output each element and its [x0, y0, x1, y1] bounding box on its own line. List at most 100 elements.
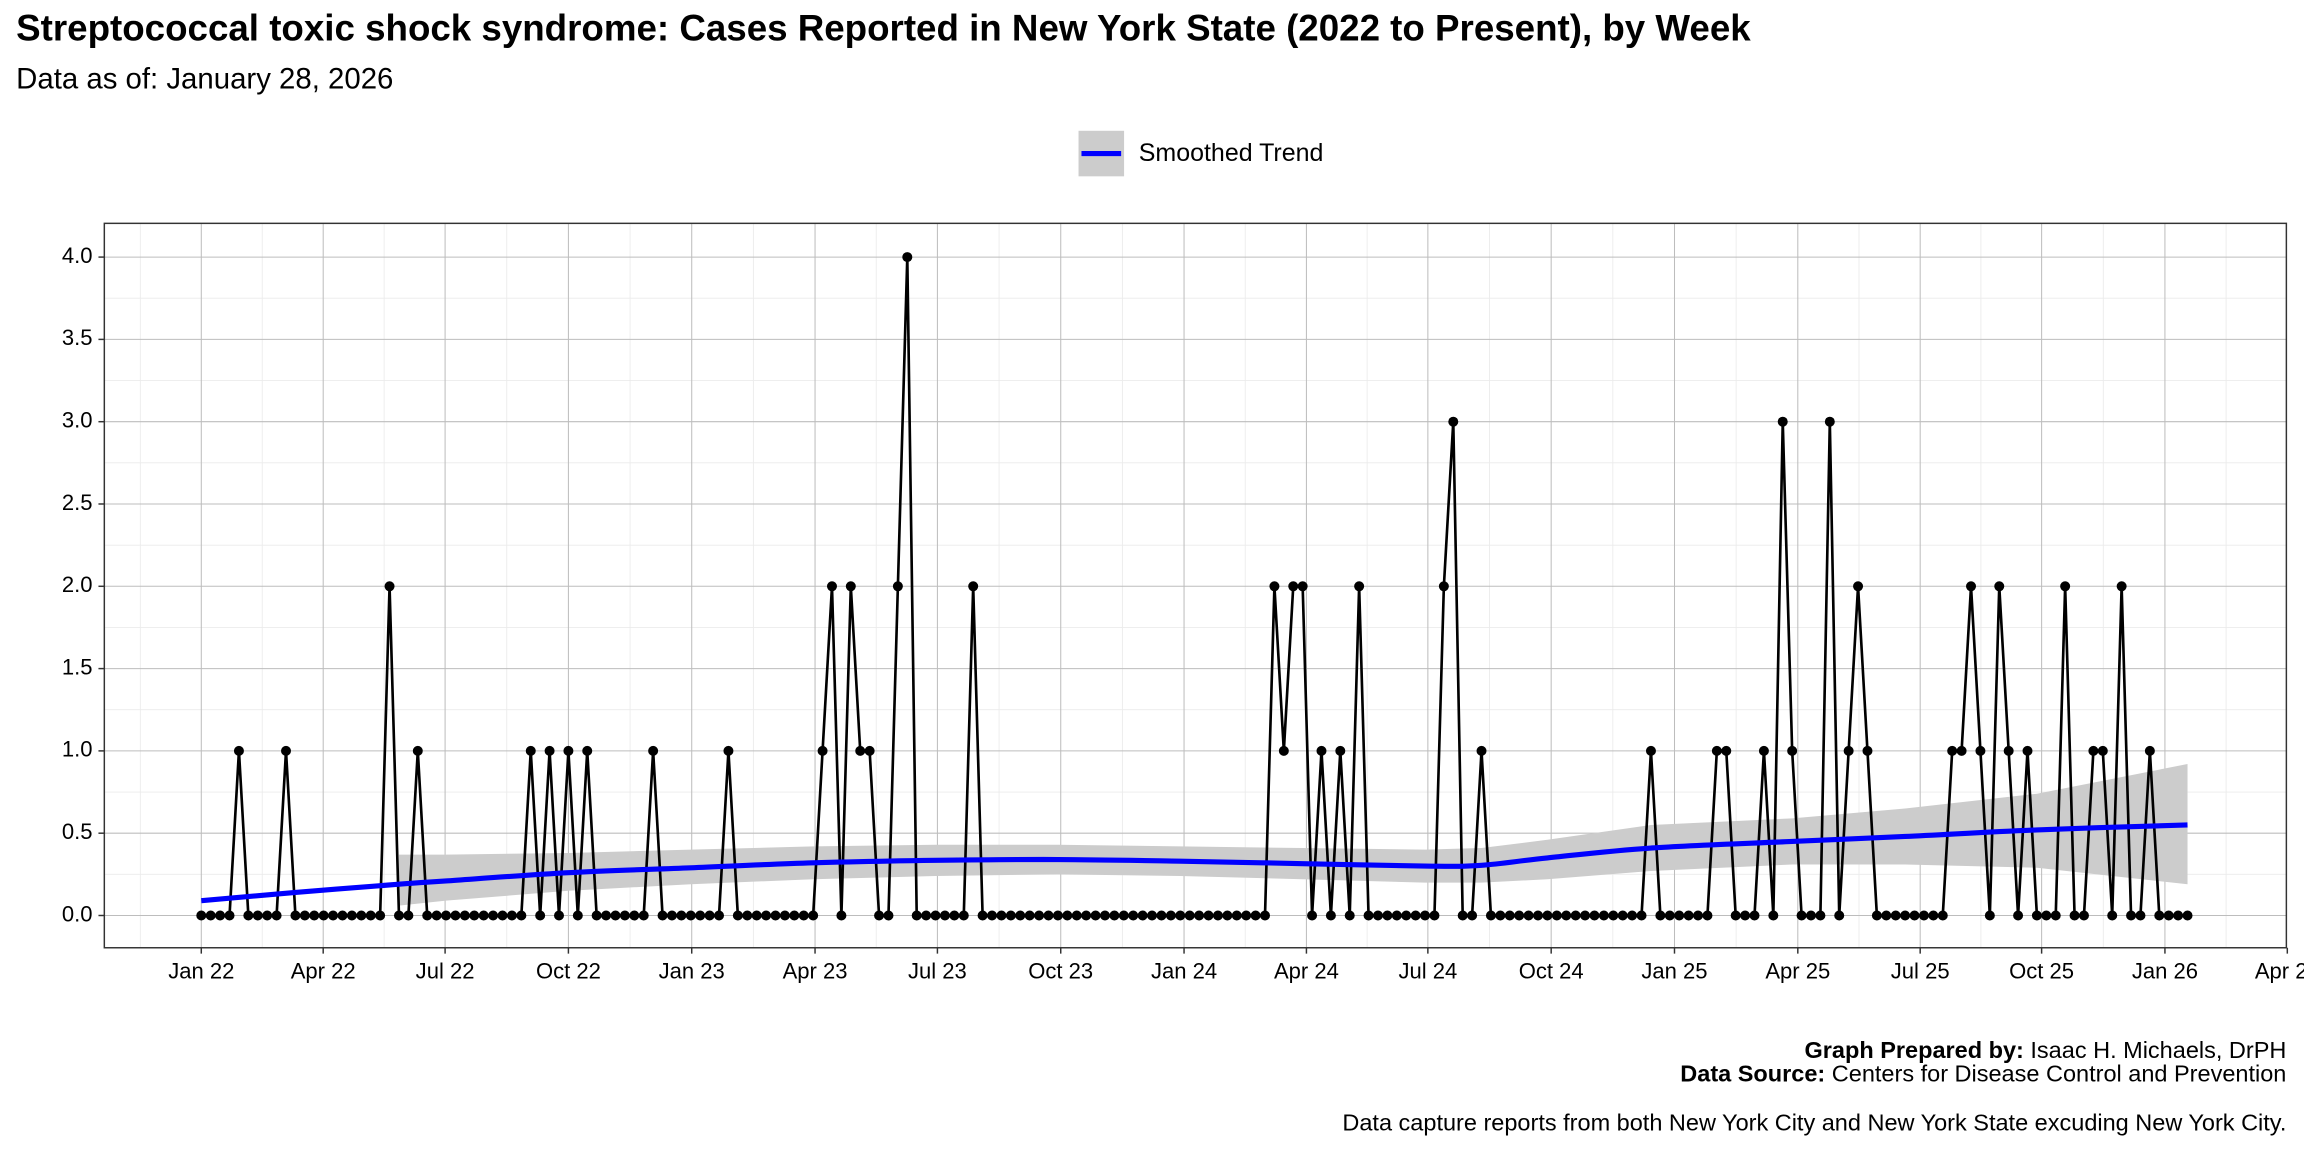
data-point — [1476, 745, 1487, 756]
data-point — [2116, 581, 2127, 592]
data-point — [450, 910, 461, 921]
data-point — [1438, 581, 1449, 592]
data-point — [346, 910, 357, 921]
data-point — [1636, 910, 1647, 921]
data-point — [2144, 745, 2155, 756]
data-point — [2060, 581, 2071, 592]
y-tick-label: 0.0 — [62, 901, 93, 926]
data-point — [328, 910, 339, 921]
data-point — [968, 581, 979, 592]
data-point — [1862, 745, 1873, 756]
x-tick-label: Jul 24 — [1398, 959, 1457, 984]
data-point — [1617, 910, 1628, 921]
data-point — [1222, 910, 1233, 921]
data-point — [1194, 910, 1205, 921]
data-point — [2078, 910, 2089, 921]
data-point — [459, 910, 470, 921]
data-point — [1344, 910, 1355, 921]
data-point — [1890, 910, 1901, 921]
data-point — [281, 745, 292, 756]
data-point — [619, 910, 630, 921]
data-point — [996, 910, 1007, 921]
data-point — [892, 581, 903, 592]
data-point — [243, 910, 254, 921]
data-point — [1504, 910, 1515, 921]
data-point — [1231, 910, 1242, 921]
data-point — [309, 910, 320, 921]
caption-note: Data capture reports from both New York … — [1342, 1109, 2286, 1135]
data-point — [1335, 745, 1346, 756]
data-point — [987, 910, 998, 921]
data-point — [874, 910, 885, 921]
data-point — [1900, 910, 1911, 921]
data-point — [1871, 910, 1882, 921]
axes: 0.0 0.5 1.0 1.5 2.0 2.5 3.0 3.5 4.0 Jan 22 Apr 22 J… — [62, 243, 2304, 984]
data-point — [826, 581, 837, 592]
data-point — [1853, 581, 1864, 592]
x-tick-label: Apr 26 — [2255, 959, 2304, 984]
x-tick-label: Jan 25 — [1641, 959, 1707, 984]
data-point — [1297, 581, 1308, 592]
data-point — [1881, 910, 1892, 921]
data-point — [1420, 910, 1431, 921]
data-point — [233, 745, 244, 756]
data-point — [1071, 910, 1082, 921]
data-point — [1956, 745, 1967, 756]
data-point — [2107, 910, 2118, 921]
data-point — [1702, 910, 1713, 921]
caption-source: Data Source: Centers for Disease Control… — [1680, 1061, 2286, 1087]
data-point — [808, 910, 819, 921]
data-point — [497, 910, 508, 921]
data-point — [403, 910, 414, 921]
caption-label: Graph Prepared by: — [1804, 1037, 2023, 1063]
data-point — [205, 910, 216, 921]
data-point — [572, 910, 583, 921]
caption-label: Data Source: — [1680, 1061, 1825, 1087]
data-point — [1994, 581, 2005, 592]
data-point — [1429, 910, 1440, 921]
data-point — [1382, 910, 1393, 921]
data-point — [1975, 745, 1986, 756]
data-point — [939, 910, 950, 921]
data-point — [1730, 910, 1741, 921]
x-tick-label: Jul 25 — [1891, 959, 1950, 984]
data-point — [1034, 910, 1045, 921]
data-point — [1551, 910, 1562, 921]
data-point — [506, 910, 517, 921]
data-point — [393, 910, 404, 921]
data-point — [1834, 910, 1845, 921]
chart-subtitle: Data as of: January 28, 2026 — [16, 63, 393, 96]
data-point — [375, 910, 386, 921]
data-point — [1711, 745, 1722, 756]
data-point — [563, 745, 574, 756]
data-point — [1514, 910, 1525, 921]
data-point — [2069, 910, 2080, 921]
data-point — [666, 910, 677, 921]
y-tick-label: 0.5 — [62, 819, 93, 844]
data-point — [1448, 416, 1459, 427]
y-tick-label: 2.0 — [62, 572, 93, 597]
data-point — [685, 910, 696, 921]
data-point — [1721, 745, 1732, 756]
x-tick-label: Jan 24 — [1151, 959, 1217, 984]
data-point — [2088, 745, 2099, 756]
data-point — [789, 910, 800, 921]
data-point — [1533, 910, 1543, 921]
data-point — [1288, 581, 1299, 592]
data-point — [318, 910, 329, 921]
y-tick-label: 1.0 — [62, 737, 93, 762]
data-point — [2126, 910, 2137, 921]
data-point — [1467, 910, 1478, 921]
data-point — [1928, 910, 1939, 921]
data-point — [1325, 910, 1336, 921]
data-point — [365, 910, 376, 921]
data-point — [977, 910, 988, 921]
data-point — [1570, 910, 1581, 921]
data-point — [544, 745, 555, 756]
data-point — [751, 910, 762, 921]
data-point — [1608, 910, 1619, 921]
data-point — [431, 910, 442, 921]
x-tick-label: Apr 25 — [1765, 959, 1830, 984]
data-point — [2050, 910, 2061, 921]
data-point — [1966, 581, 1977, 592]
